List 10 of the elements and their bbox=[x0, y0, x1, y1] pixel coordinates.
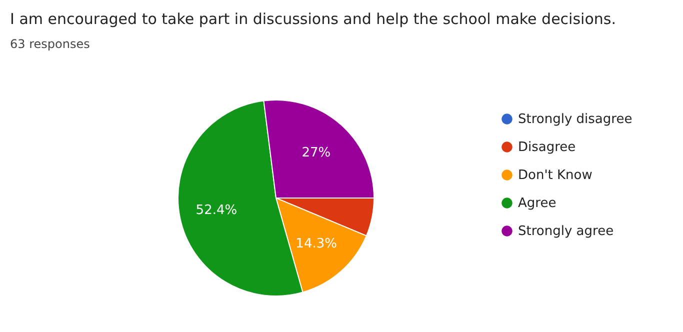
chart-title: I am encouraged to take part in discussions and help the school make decisions. bbox=[10, 10, 616, 28]
data-label: 52.4% bbox=[196, 203, 238, 218]
legend-label: Strongly agree bbox=[518, 224, 614, 239]
legend-label: Disagree bbox=[518, 140, 576, 155]
data-label: 27% bbox=[302, 145, 331, 160]
data-label: 14.3% bbox=[296, 236, 337, 252]
legend-label: Don't Know bbox=[518, 168, 593, 183]
legend-label: Agree bbox=[518, 196, 556, 211]
legend-label: Strongly disagree bbox=[518, 112, 632, 127]
text: 63 responses bbox=[10, 37, 90, 51]
